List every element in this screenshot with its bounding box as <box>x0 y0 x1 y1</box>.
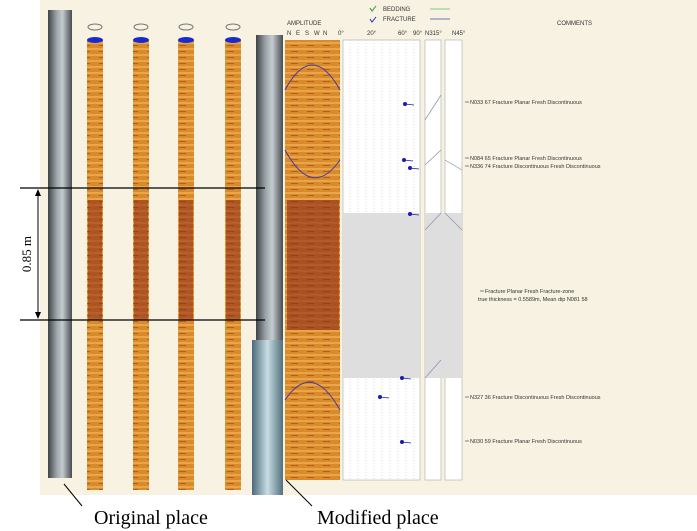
dip-label: 0° <box>338 31 344 37</box>
column-label: N315° <box>425 31 442 37</box>
caption: Modified place <box>317 507 439 529</box>
dip-label: 20° <box>367 31 377 37</box>
strip-dark <box>226 200 240 320</box>
comment: true thickness = 0.5589m, Mean dip N081 … <box>478 297 588 303</box>
comment: N327 36 Fracture Discontinuous Fresh Dis… <box>470 395 601 401</box>
fracture-zone <box>343 213 420 378</box>
zone-dark <box>287 200 339 330</box>
dip-label: 90° <box>413 31 423 37</box>
column-label: N45° <box>452 31 466 37</box>
figure: BEDDING FRACTURE AMPLITUDE COMMENTS NESW… <box>0 0 697 531</box>
strip-cap <box>178 37 194 43</box>
strip-dark <box>88 200 102 320</box>
strip-cap <box>225 37 241 43</box>
comment: N033 67 Fracture Planar Fresh Discontinu… <box>470 100 582 106</box>
scale-label: 0.85 m <box>19 236 34 272</box>
strip-cap <box>133 37 149 43</box>
core-image <box>252 340 283 495</box>
comment: N084 65 Fracture Planar Fresh Discontinu… <box>470 156 582 162</box>
legend-label: BEDDING <box>383 7 411 13</box>
azimuth-label: N <box>323 31 327 37</box>
strip-dark <box>134 200 148 320</box>
core-image <box>48 10 72 478</box>
comment: N030 59 Fracture Planar Fresh Discontinu… <box>470 439 582 445</box>
strip-dark <box>179 200 193 320</box>
legend-label: FRACTURE <box>383 17 416 23</box>
dip-label: 60° <box>398 31 408 37</box>
strip-cap <box>87 37 103 43</box>
column-header: COMMENTS <box>557 21 592 27</box>
azimuth-label: N <box>287 31 291 37</box>
fracture-zone <box>425 213 462 378</box>
column-header: AMPLITUDE <box>287 21 321 27</box>
comment: Fracture Planar Fresh Fracture-zone <box>485 289 574 295</box>
comment: N336 74 Fracture Discontinuous Fresh Dis… <box>470 164 601 170</box>
azimuth-label: S <box>305 31 309 37</box>
azimuth-label: W <box>314 31 320 37</box>
caption: Original place <box>94 507 208 529</box>
azimuth-label: E <box>296 31 300 37</box>
